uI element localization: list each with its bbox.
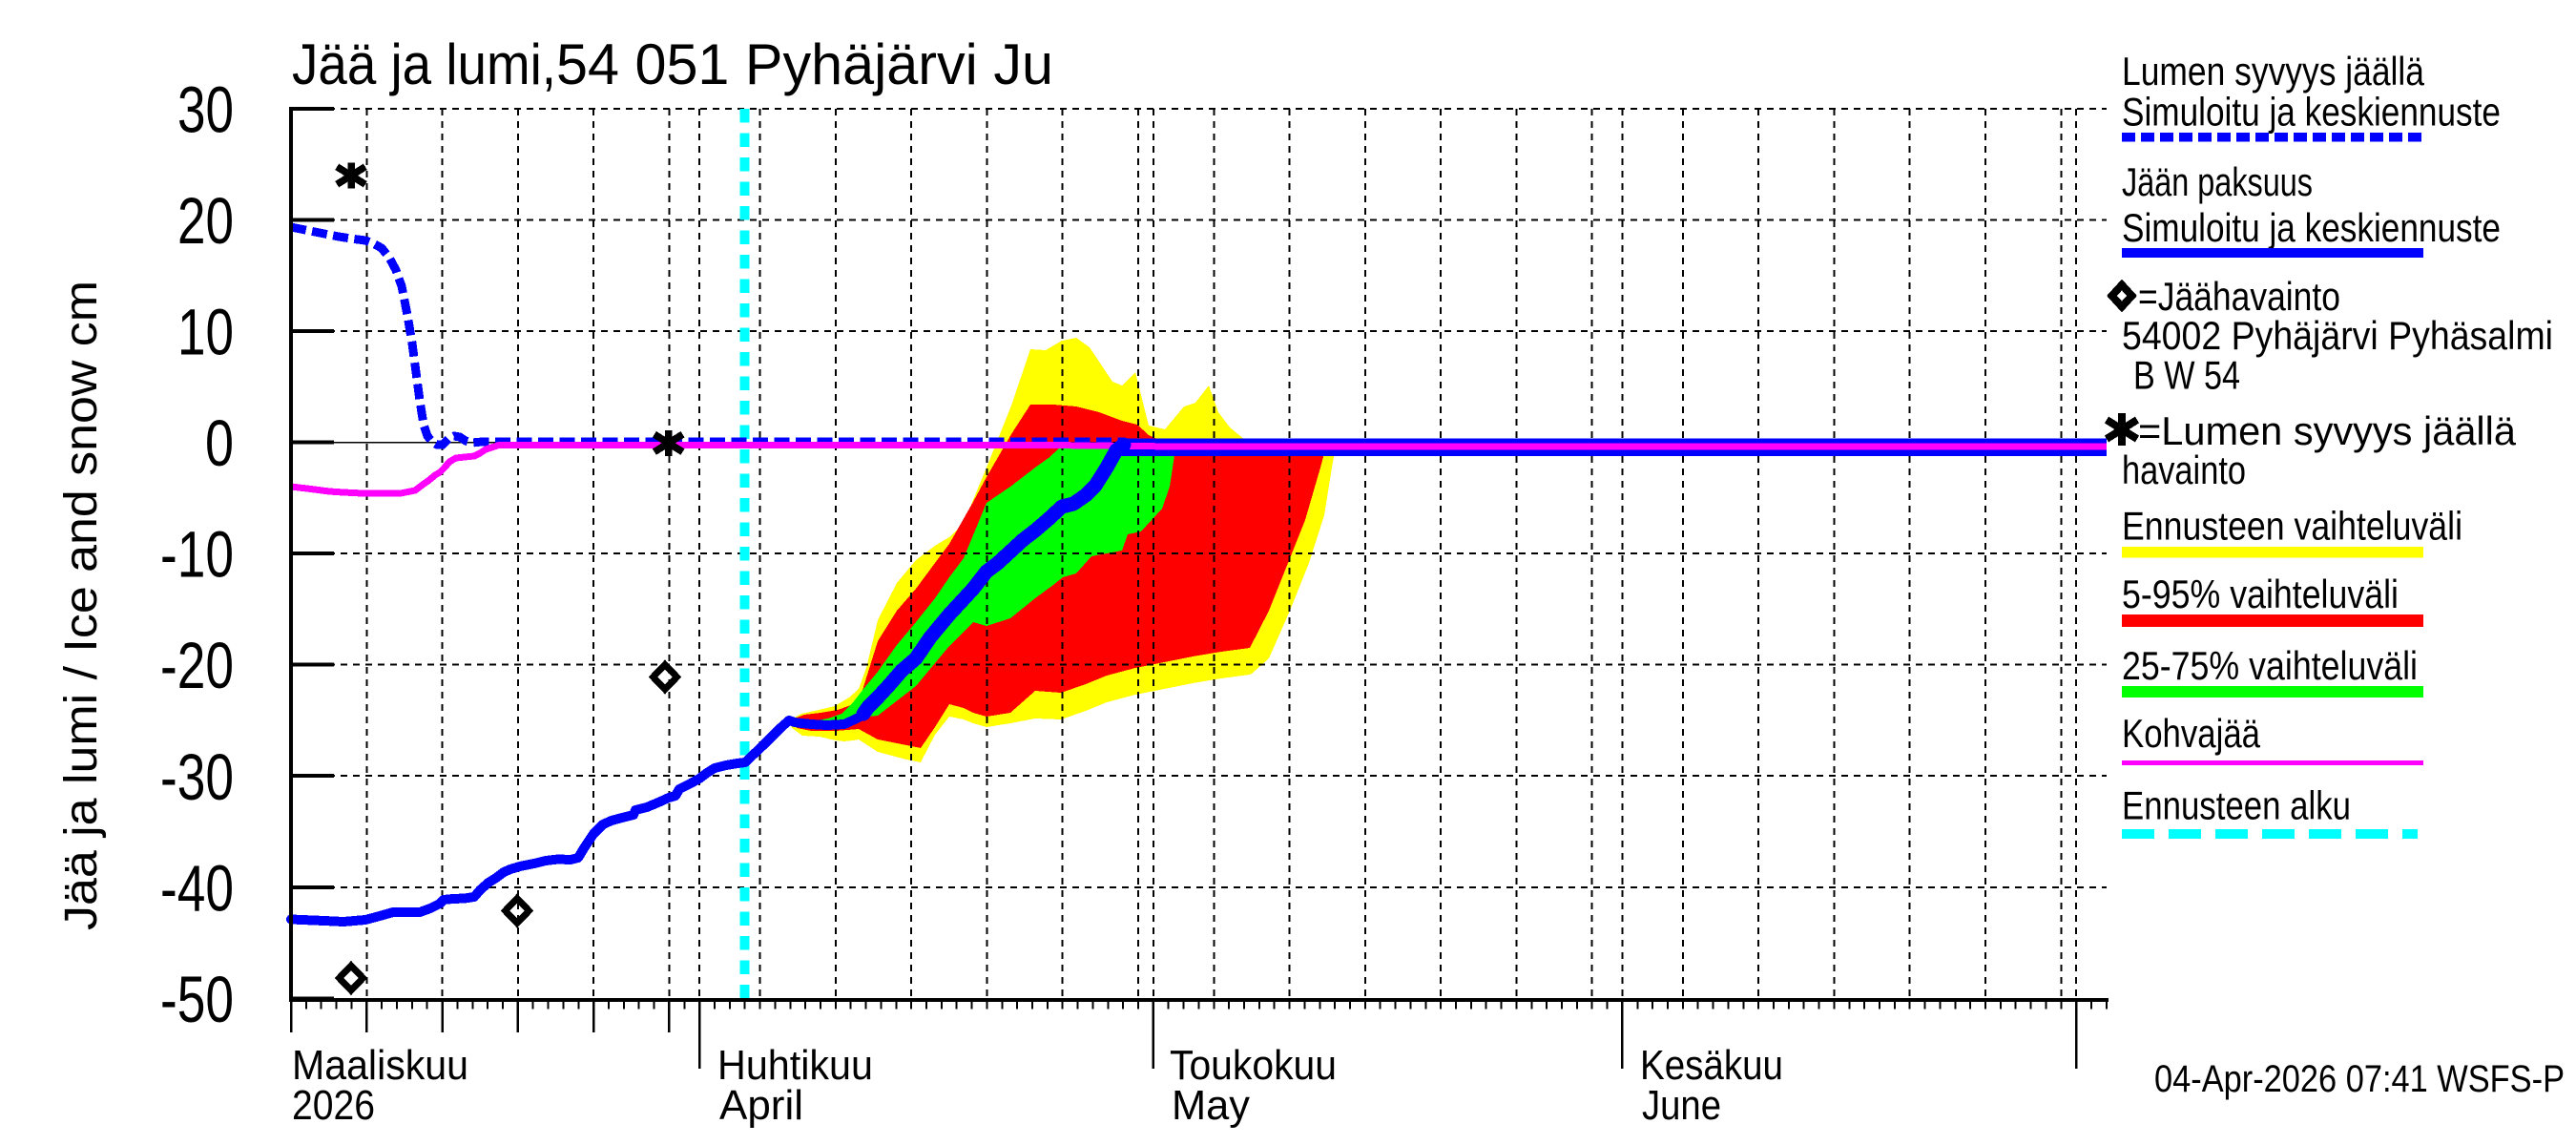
svg-text:Ennusteen alku: Ennusteen alku — [2122, 782, 2351, 827]
svg-text:Huhtikuu: Huhtikuu — [717, 1042, 873, 1089]
svg-text:-40: -40 — [160, 851, 234, 925]
svg-text:havainto: havainto — [2122, 448, 2246, 492]
svg-text:54 051 Pyhäjärvi Ju: 54 051 Pyhäjärvi Ju — [556, 32, 1053, 96]
svg-text:30: 30 — [177, 73, 234, 147]
svg-text:Simuloitu ja keskiennuste: Simuloitu ja keskiennuste — [2122, 90, 2501, 135]
svg-text:May: May — [1172, 1082, 1250, 1129]
svg-text:Maaliskuu: Maaliskuu — [292, 1042, 468, 1089]
svg-text:Kohvajää: Kohvajää — [2122, 711, 2261, 756]
svg-text:Jää ja lumi,: Jää ja lumi, — [292, 32, 556, 96]
svg-text:Simuloitu ja keskiennuste: Simuloitu ja keskiennuste — [2122, 205, 2501, 250]
svg-text:0: 0 — [205, 406, 234, 480]
svg-text:June: June — [1642, 1082, 1721, 1129]
svg-text:-20: -20 — [160, 629, 234, 702]
svg-text:Ennusteen vaihteluväli: Ennusteen vaihteluväli — [2122, 504, 2462, 549]
svg-text:B W 54: B W 54 — [2133, 353, 2240, 398]
svg-text:10: 10 — [177, 296, 234, 369]
svg-text:-30: -30 — [160, 740, 234, 814]
svg-text:25-75% vaihteluväli: 25-75% vaihteluväli — [2122, 643, 2418, 688]
svg-text:5-95% vaihteluväli: 5-95% vaihteluväli — [2122, 572, 2399, 616]
svg-text:Jään paksuus: Jään paksuus — [2122, 159, 2313, 204]
svg-text:2026: 2026 — [292, 1082, 375, 1129]
svg-text:20: 20 — [177, 184, 234, 258]
svg-text:=Jäähavainto: =Jäähavainto — [2138, 274, 2340, 319]
svg-text:-50: -50 — [160, 963, 234, 1036]
svg-text:Jää ja lumi / Ice and snow: Jää ja lumi / Ice and snow cm — [56, 281, 107, 930]
svg-text:-10: -10 — [160, 518, 234, 592]
svg-text:Kesäkuu: Kesäkuu — [1640, 1042, 1783, 1089]
svg-text:Lumen syvyys jäällä: Lumen syvyys jäällä — [2122, 49, 2425, 94]
svg-text:=Lumen syvyys jäällä: =Lumen syvyys jäällä — [2138, 408, 2517, 453]
svg-text:Toukokuu: Toukokuu — [1170, 1042, 1337, 1089]
svg-text:April: April — [719, 1082, 803, 1129]
svg-text:04-Apr-2026 07:41 WSFS-P: 04-Apr-2026 07:41 WSFS-P — [2154, 1058, 2565, 1100]
svg-text:54002 Pyhäjärvi Pyhäsalmi: 54002 Pyhäjärvi Pyhäsalmi — [2122, 313, 2553, 358]
